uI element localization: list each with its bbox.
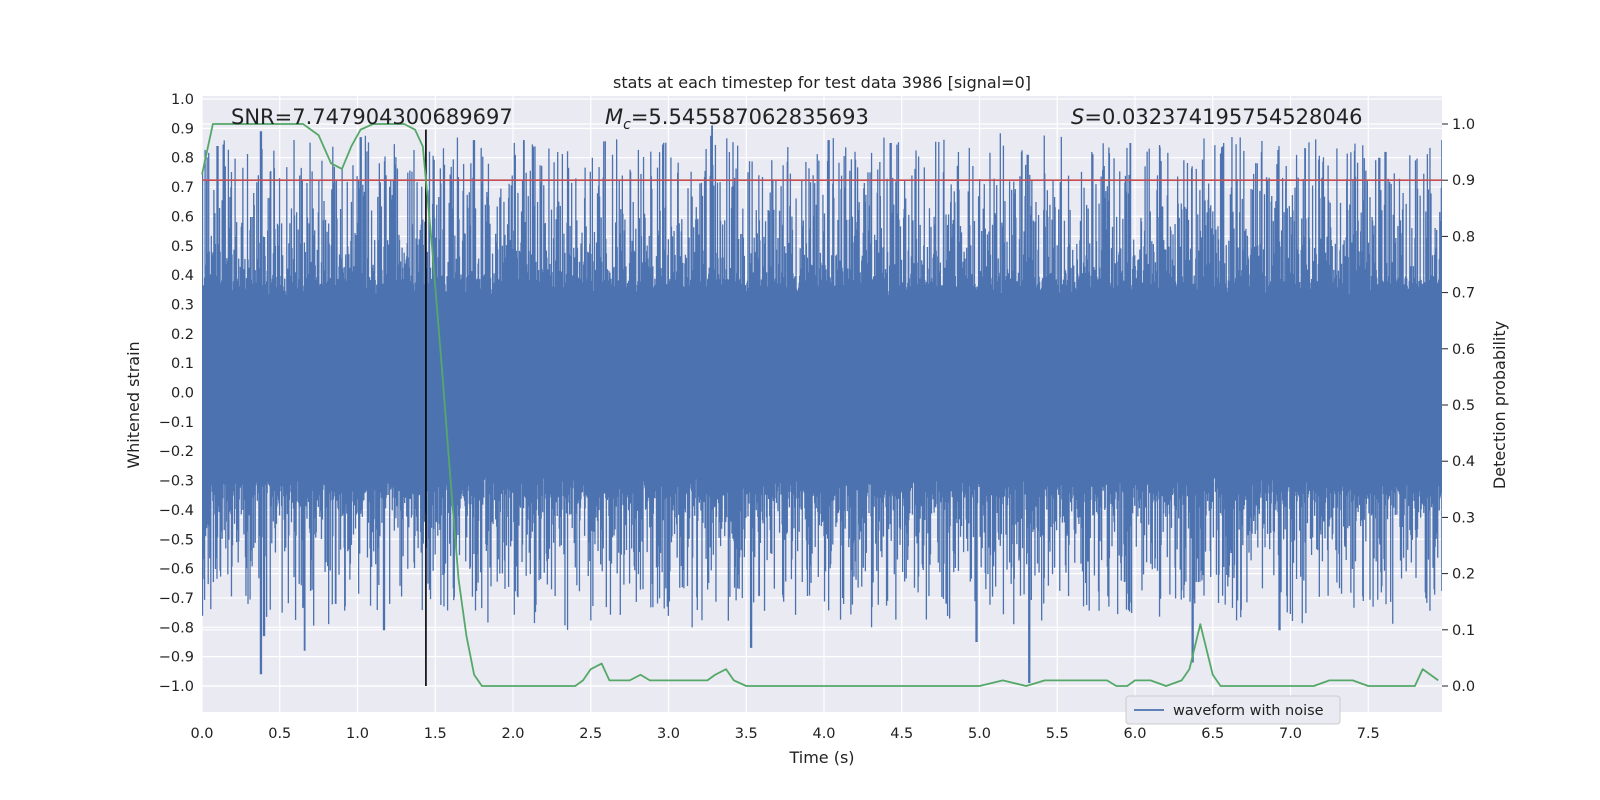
right-tick-label: 0.4 [1452, 454, 1475, 470]
s-annotation: S=0.032374195754528046 [1071, 105, 1362, 129]
y-tick-label: −0.8 [159, 620, 194, 636]
x-tick-label: 4.0 [812, 726, 835, 742]
y-tick-label: −0.6 [159, 562, 194, 578]
y-tick-label: −0.4 [159, 503, 194, 519]
x-tick-label: 2.0 [501, 726, 524, 742]
right-tick-label: 0.8 [1452, 229, 1475, 245]
x-tick-label: 2.5 [579, 726, 602, 742]
s-symbol: S [1071, 105, 1084, 129]
y-tick-label: 1.0 [171, 92, 194, 108]
x-tick-label: 3.5 [735, 726, 758, 742]
y-tick-label: 0.3 [171, 297, 194, 313]
x-axis-label: Time (s) [788, 748, 854, 767]
x-tick-label: 7.0 [1279, 726, 1302, 742]
right-tick-label: 0.6 [1452, 342, 1475, 358]
y-axis-label: Whitened strain [124, 341, 143, 468]
right-tick-label: 0.2 [1452, 567, 1475, 583]
right-tick-label: 0.7 [1452, 286, 1475, 302]
detection-probability-line [201, 123, 1439, 687]
chirp-mass-symbol: M [605, 105, 623, 129]
right-tick-label: 0.3 [1452, 510, 1475, 526]
x-tick-label: 7.5 [1357, 726, 1380, 742]
y-tick-label: −0.9 [159, 650, 194, 666]
x-tick-label: 0.0 [190, 726, 213, 742]
right-tick-label: 0.9 [1452, 173, 1475, 189]
y-tick-label: −0.1 [159, 415, 194, 431]
y-tick-label: 0.6 [171, 209, 194, 225]
right-axis-ticks: 1.0 0.9 0.8 0.7 0.6 0.5 0.4 0.3 0.2 0.1 0.0 [1442, 117, 1475, 695]
waveform-trace [202, 125, 1442, 684]
s-value: =0.032374195754528046 [1084, 105, 1362, 129]
legend-box [1125, 695, 1341, 725]
y-tick-label: 0.9 [171, 121, 194, 137]
y-tick-label: 0.1 [171, 356, 194, 372]
x-tick-label: 6.0 [1123, 726, 1146, 742]
right-tick-label: 1.0 [1452, 117, 1475, 133]
y-tick-label: 0.4 [171, 268, 194, 284]
x-tick-label: 5.0 [968, 726, 991, 742]
y-tick-label: 0.5 [171, 239, 194, 255]
right-tick-label: 0.1 [1452, 623, 1475, 639]
x-tick-label: 1.0 [346, 726, 369, 742]
y-tick-label: −0.3 [159, 474, 194, 490]
y-axis-ticks: 1.0 0.9 0.8 0.7 0.6 0.5 0.4 0.3 0.2 0.1 0.0 −0.1 −0.… [159, 92, 194, 695]
x-tick-label: 3.0 [657, 726, 680, 742]
x-axis-ticks: 0.0 0.5 1.0 1.5 2.0 2.5 3.0 3.5 4.0 4.5 5.0 5.5 6.0 6… [190, 726, 1379, 742]
y-tick-label: 0.7 [171, 180, 194, 196]
y-tick-label: 0.8 [171, 151, 194, 167]
y-tick-label: −1.0 [159, 679, 194, 695]
chirp-mass-value: =5.545587062835693 [631, 105, 869, 129]
x-tick-label: 5.5 [1046, 726, 1069, 742]
chart-title: stats at each timestep for test data 398… [613, 73, 1031, 92]
x-tick-label: 4.5 [890, 726, 913, 742]
y-tick-label: −0.7 [159, 591, 194, 607]
x-tick-label: 1.5 [424, 726, 447, 742]
right-tick-label: 0.0 [1452, 679, 1475, 695]
y-tick-label: −0.2 [159, 444, 194, 460]
chirp-mass-annotation: Mc=5.545587062835693 [605, 105, 869, 133]
chirp-mass-subscript: c [623, 117, 631, 133]
right-tick-label: 0.5 [1452, 398, 1475, 414]
y-tick-label: 0.2 [171, 327, 194, 343]
snr-annotation: SNR=7.747904300689697 [231, 105, 513, 129]
x-tick-label: 0.5 [268, 726, 291, 742]
right-axis-label: Detection probability [1490, 321, 1509, 489]
x-tick-label: 6.5 [1201, 726, 1224, 742]
legend: waveform with noise [1125, 695, 1341, 725]
y-tick-label: −0.5 [159, 532, 194, 548]
waveform-series [202, 125, 1442, 684]
legend-label: waveform with noise [1173, 703, 1324, 719]
y-tick-label: 0.0 [171, 386, 194, 402]
